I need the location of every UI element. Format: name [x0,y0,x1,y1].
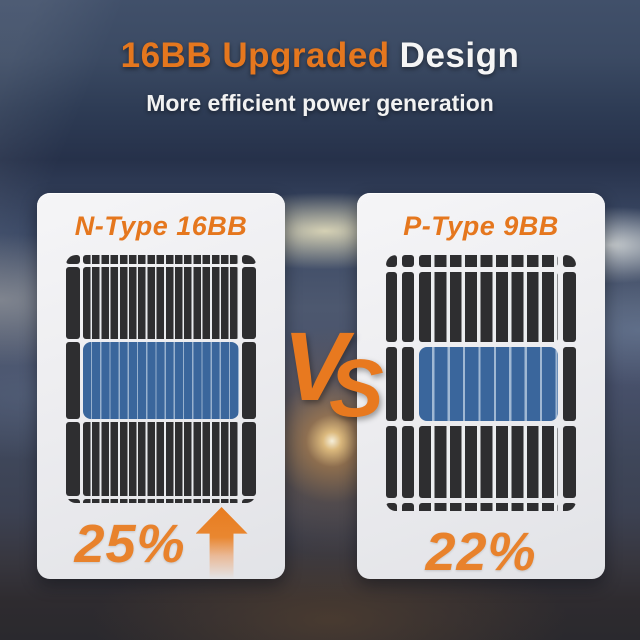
panel-cell [563,503,576,511]
panel-cell [83,499,239,503]
efficiency-value-right: 22% [425,522,537,582]
panel-label-left: N-Type 16BB [74,211,248,241]
panel-cell [419,255,558,267]
panel-cell [242,422,256,496]
panel-cell [419,426,558,498]
panel-cell [386,272,397,342]
panel-cell [242,342,256,419]
panel-cell [386,426,397,498]
panel-cell [242,499,256,503]
efficiency-row-right: 22% [425,515,536,579]
panel-cell [83,255,239,264]
card-n-type-16bb: N-Type 16BB 25% [37,193,285,579]
efficiency-value-left: 25% [74,514,186,574]
solar-panel-9bb-graphic [386,255,576,511]
panel-cell [563,272,576,342]
panel-cell [419,272,558,342]
panel-cell [563,347,576,421]
panel-label-right: P-Type 9BB [403,211,559,241]
panel-cell [66,342,80,419]
panel-cell [66,267,80,339]
title-rest: Design [399,36,520,75]
panel-cell [402,503,414,511]
panel-cell [83,267,239,339]
panel-cell [66,499,80,503]
subtitle: More efficient power generation [146,90,494,116]
panel-cell [66,255,80,264]
panel-cell [83,422,239,496]
header: 16BB Upgraded Design More efficient powe… [0,36,640,117]
panel-cell [563,255,576,267]
up-arrow-icon [195,507,248,579]
panel-cell [386,255,397,267]
solar-panel-16bb-graphic [66,255,256,503]
panel-cell [402,426,414,498]
highlighted-blue-cell [419,347,558,421]
page-title: 16BB Upgraded Design [121,36,520,76]
vs-letter-v: V [283,312,348,421]
vs-mark: V S [283,312,384,438]
card-p-type-9bb: P-Type 9BB [357,193,605,579]
panel-cell [386,503,397,511]
title-highlight: 16BB Upgraded [120,36,390,75]
panel-cell [66,422,80,496]
efficiency-row-left: 25% [74,507,248,579]
panel-cell [386,347,397,421]
panel-cell [242,255,256,264]
panel-cell [402,255,414,267]
panel-cell [419,503,558,511]
panel-cell [402,347,414,421]
vs-letter-s: S [329,343,384,434]
highlighted-blue-cell [83,342,239,419]
panel-cell [242,267,256,339]
panel-cell [402,272,414,342]
panel-cell [563,426,576,498]
